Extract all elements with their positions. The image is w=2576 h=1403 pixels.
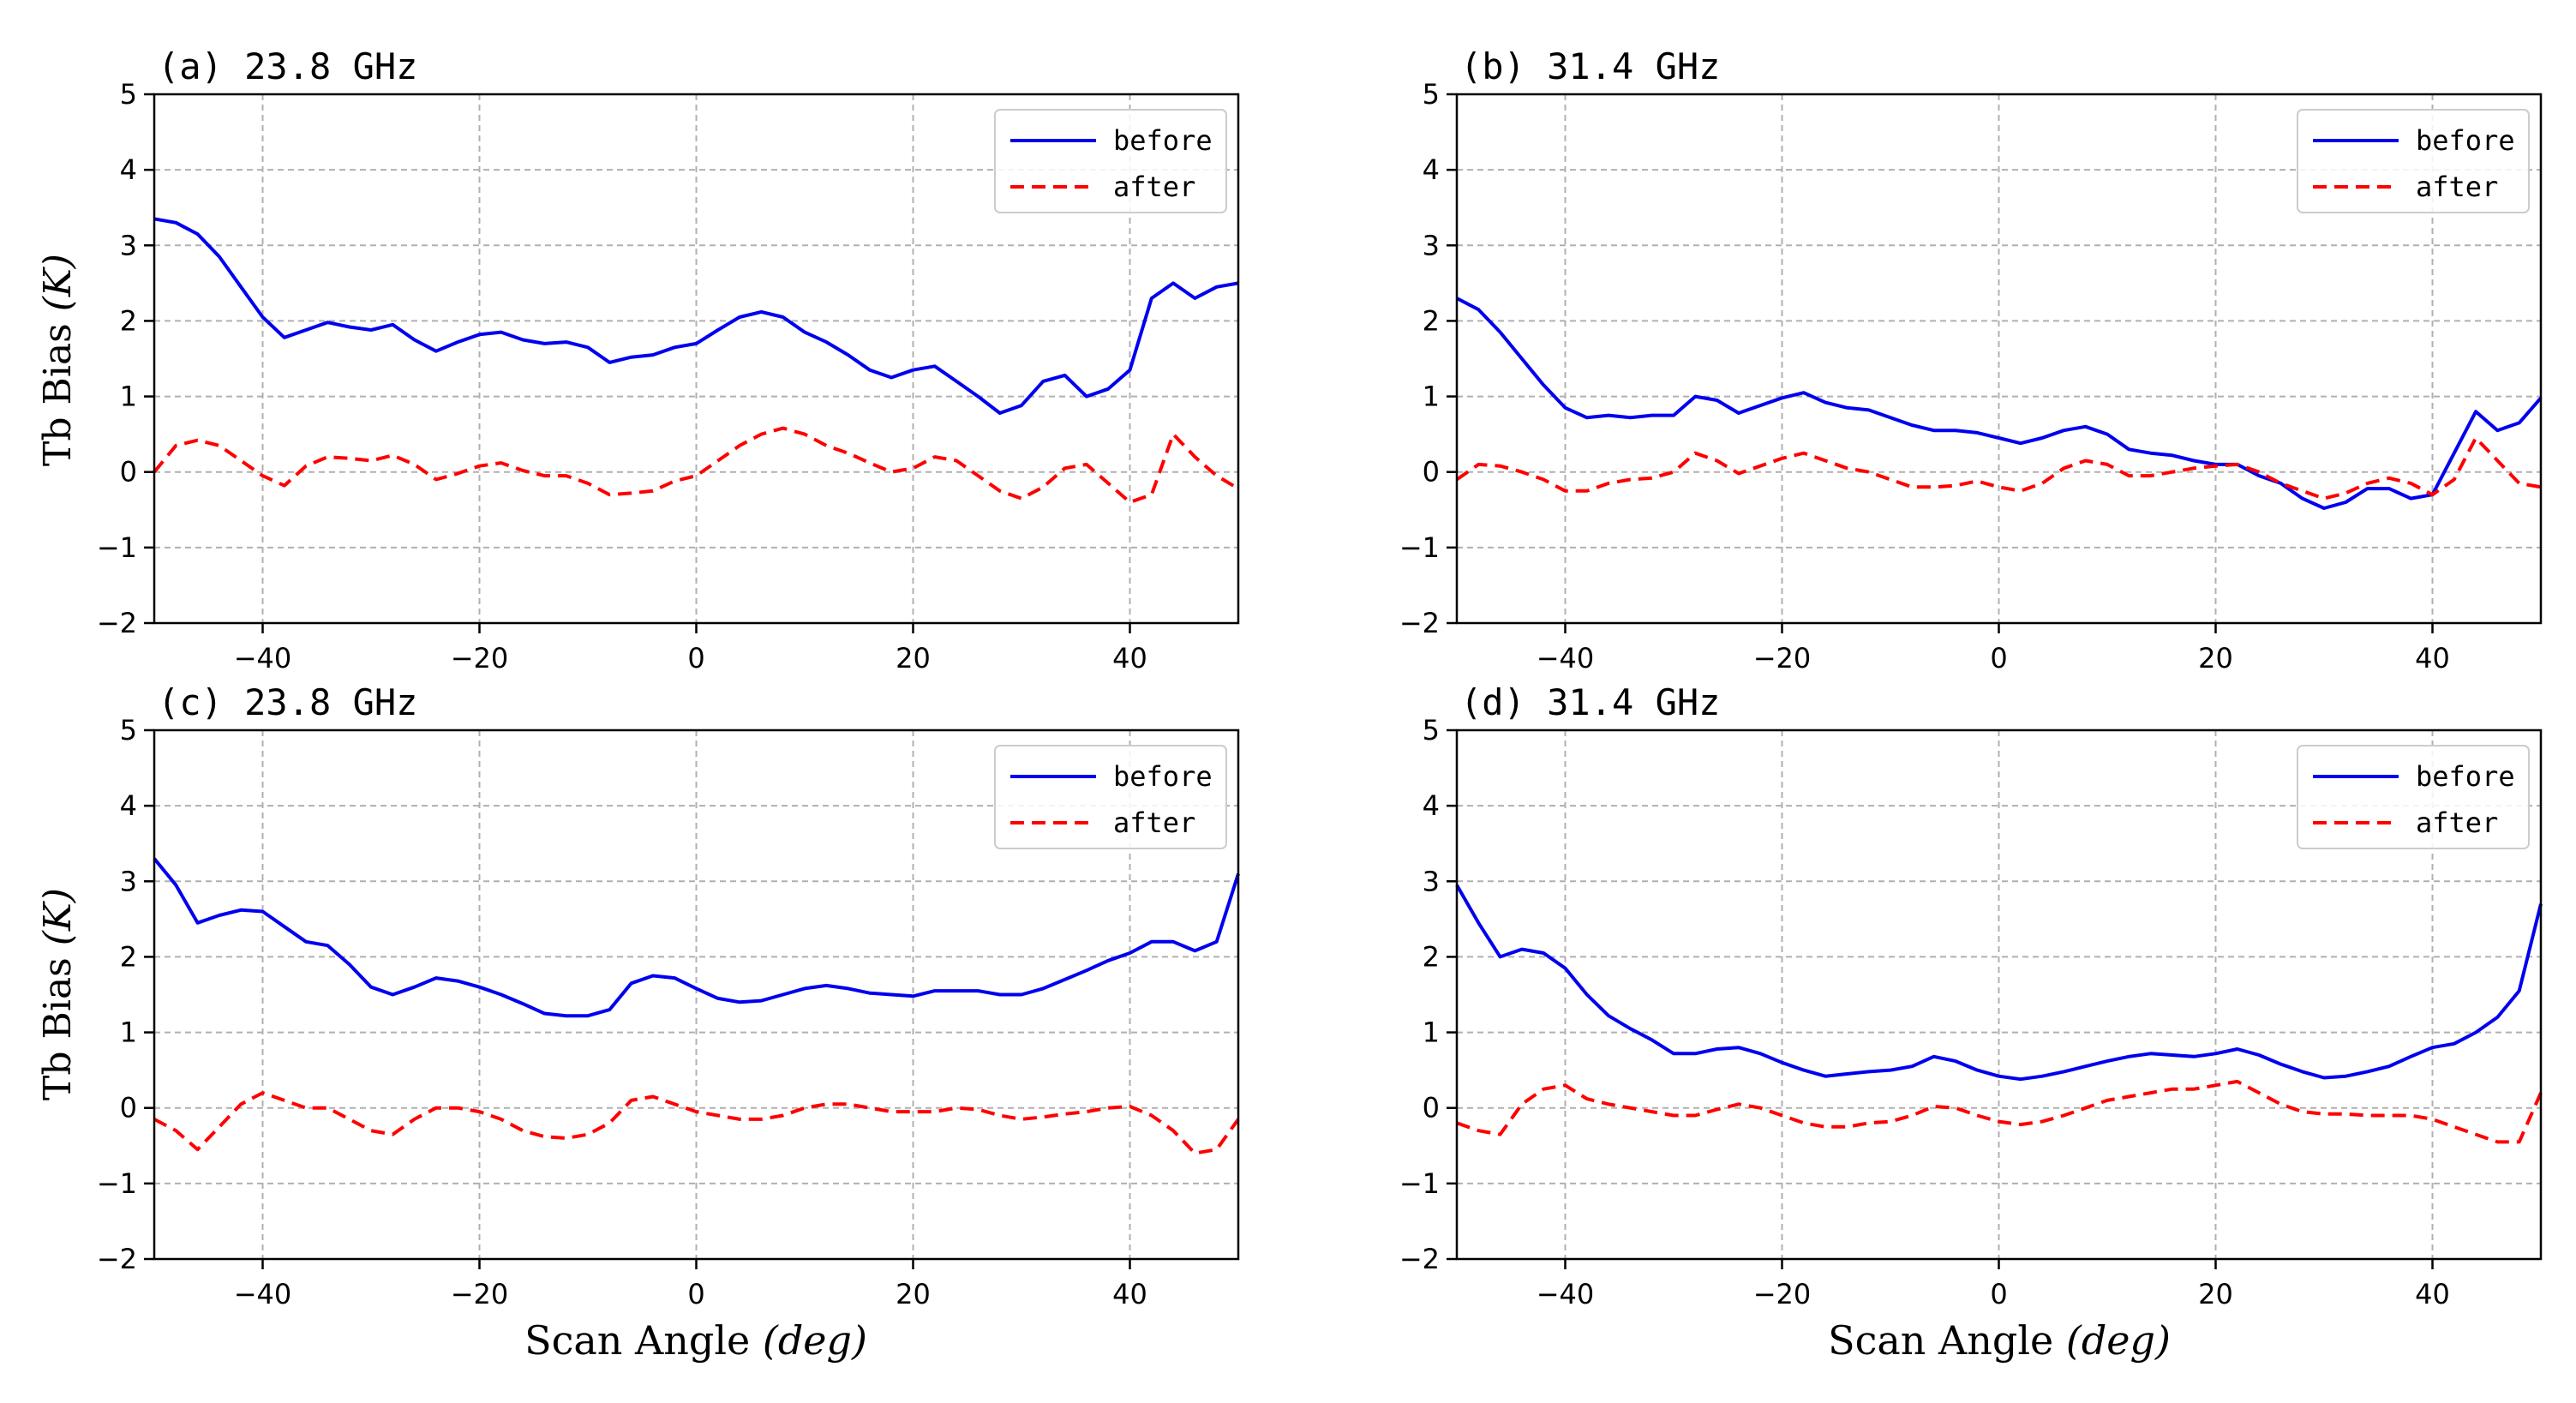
panel-a-ytick-label-0: −2: [97, 607, 137, 639]
ylabel-bottom-unit: (K): [36, 888, 80, 945]
panel-b-legend-box: [2297, 109, 2530, 213]
xlabel-left-main: Scan Angle: [524, 1317, 763, 1364]
panel-a-xtick-label-4: 40: [1112, 642, 1147, 675]
xlabel-left: Scan Angle (deg): [524, 1317, 867, 1364]
panel-d-legend-label-before: before: [2416, 760, 2515, 793]
panel-a-xtick-label-1: −20: [451, 642, 509, 675]
panel-b-xtick-label-4: 40: [2415, 642, 2450, 675]
panel-c-ytick-label-7: 5: [120, 714, 137, 746]
panel-a-ytick-label-1: −1: [97, 531, 137, 564]
panel-d-xtick-label-1: −20: [1753, 1278, 1812, 1310]
panel-b-ytick-label-7: 5: [1423, 78, 1440, 111]
panel-d-legend-label-after: after: [2416, 806, 2498, 839]
panel-b-ytick-label-3: 1: [1423, 381, 1440, 413]
xlabel-left-unit: (deg): [763, 1317, 867, 1364]
panel-c-legend: before after: [994, 745, 1227, 849]
panel-a-legend-label-after: after: [1113, 171, 1195, 203]
panel-b-ytick-label-6: 4: [1423, 153, 1440, 186]
panel-c-xtick-label-0: −40: [234, 1278, 292, 1310]
panel-d-series-after: [1456, 1079, 2543, 1144]
panel-d-ytick-label-0: −2: [1399, 1243, 1440, 1275]
panel-c-series-after: [153, 1091, 1240, 1155]
panel-d-ytick-label-3: 1: [1423, 1016, 1440, 1049]
panel-d-ytick-label-2: 0: [1423, 1092, 1440, 1124]
panel-a-ytick-label-3: 1: [120, 381, 137, 413]
panel-a-ytick-label-6: 4: [120, 153, 137, 186]
panel-b-xtick-label-2: 0: [1990, 642, 2007, 675]
panel-b-ytick-label-4: 2: [1423, 304, 1440, 337]
ylabel-bottom: Tb Bias (K): [36, 888, 80, 1100]
panel-a-legend: before after: [994, 109, 1227, 213]
panel-b-ytick-label-0: −2: [1399, 607, 1440, 639]
panel-c-ytick-label-3: 1: [120, 1016, 137, 1049]
panel-c-series-before: [153, 857, 1240, 1018]
panel-b-legend-label-after: after: [2416, 171, 2498, 203]
panel-b-ytick-label-5: 3: [1423, 229, 1440, 261]
panel-b-title: (b) 31.4 GHz: [1460, 45, 1720, 87]
xlabel-right-unit: (deg): [2066, 1317, 2171, 1364]
panel-c-xtick-label-4: 40: [1112, 1278, 1147, 1310]
xlabel-right: Scan Angle (deg): [1828, 1317, 2171, 1364]
panel-a: −40 −20 0 20 40 −2 −1 0 1 2 3 4 5 (a) 23.8 GHz before a…: [97, 45, 1240, 675]
panel-d: −40 −20 0 20 40 −2 −1 0 1 2 3 4 5 (d) 31.4 GHz before a…: [1399, 681, 2543, 1310]
panel-c-xtick-label-3: 20: [896, 1278, 931, 1310]
panel-b-xtick-label-3: 20: [2198, 642, 2233, 675]
panel-c-ytick-label-0: −2: [97, 1243, 137, 1275]
panel-a-xtick-label-0: −40: [234, 642, 292, 675]
panel-a-xtick-label-3: 20: [896, 642, 931, 675]
panel-c-ytick-label-2: 0: [120, 1092, 137, 1124]
panel-b-xtick-label-0: −40: [1537, 642, 1595, 675]
ylabel-top-unit: (K): [36, 254, 80, 311]
ylabel-bottom-main: Tb Bias: [36, 945, 80, 1100]
panel-a-series-after: [153, 426, 1240, 504]
panel-d-xtick-label-2: 0: [1990, 1278, 2007, 1310]
panel-a-title: (a) 23.8 GHz: [158, 45, 417, 87]
panel-b-legend-label-before: before: [2416, 124, 2515, 157]
panel-b: −40 −20 0 20 40 −2 −1 0 1 2 3 4 5 (b) 31.4 GHz before a…: [1399, 45, 2543, 675]
xlabel-right-main: Scan Angle: [1828, 1317, 2066, 1364]
panel-a-series-before: [153, 217, 1239, 415]
panel-a-legend-box: [994, 109, 1227, 213]
panel-d-xtick-label-3: 20: [2198, 1278, 2233, 1310]
panel-c-ytick-label-5: 3: [120, 865, 137, 897]
panel-d-title: (d) 31.4 GHz: [1460, 681, 1720, 723]
panel-d-ytick-label-1: −1: [1399, 1167, 1440, 1200]
panel-c-xtick-label-2: 0: [687, 1278, 704, 1310]
panel-c-title: (c) 23.8 GHz: [158, 681, 417, 723]
panel-d-series-before: [1455, 884, 2543, 1082]
panel-c-ytick-label-6: 4: [120, 789, 137, 822]
panel-c-legend-box: [994, 745, 1227, 849]
panel-b-ytick-label-2: 0: [1423, 456, 1440, 489]
panel-c-xtick-label-1: −20: [451, 1278, 509, 1310]
panel-b-legend: before after: [2297, 109, 2530, 213]
panel-c: −40 −20 0 20 40 −2 −1 0 1 2 3 4 5 (c) 23.8 GHz before a…: [97, 681, 1240, 1310]
panel-d-legend-box: [2297, 745, 2530, 849]
panel-a-ytick-label-5: 3: [120, 229, 137, 261]
panel-c-legend-label-before: before: [1113, 760, 1213, 793]
panel-d-ytick-label-7: 5: [1423, 714, 1440, 746]
panel-c-legend-label-after: after: [1113, 806, 1195, 839]
ylabel-top: Tb Bias (K): [36, 254, 80, 466]
ylabel-top-main: Tb Bias: [36, 311, 80, 466]
panel-b-ytick-label-1: −1: [1399, 531, 1440, 564]
panel-a-ytick-label-7: 5: [120, 78, 137, 111]
panel-d-xtick-label-0: −40: [1537, 1278, 1595, 1310]
panel-b-series-before: [1456, 297, 2543, 510]
panel-d-legend: before after: [2297, 745, 2530, 849]
panel-a-ytick-label-2: 0: [120, 456, 137, 489]
panel-d-ytick-label-5: 3: [1423, 865, 1440, 897]
panel-a-legend-label-before: before: [1113, 124, 1213, 157]
panel-c-ytick-label-1: −1: [97, 1167, 137, 1200]
panel-c-ytick-label-4: 2: [120, 940, 137, 973]
panel-a-xtick-label-2: 0: [687, 642, 704, 675]
panel-d-xtick-label-4: 40: [2415, 1278, 2450, 1310]
panel-a-ytick-label-4: 2: [120, 304, 137, 337]
panel-d-ytick-label-6: 4: [1423, 789, 1440, 822]
panel-d-ytick-label-4: 2: [1423, 940, 1440, 973]
panel-b-xtick-label-1: −20: [1753, 642, 1812, 675]
